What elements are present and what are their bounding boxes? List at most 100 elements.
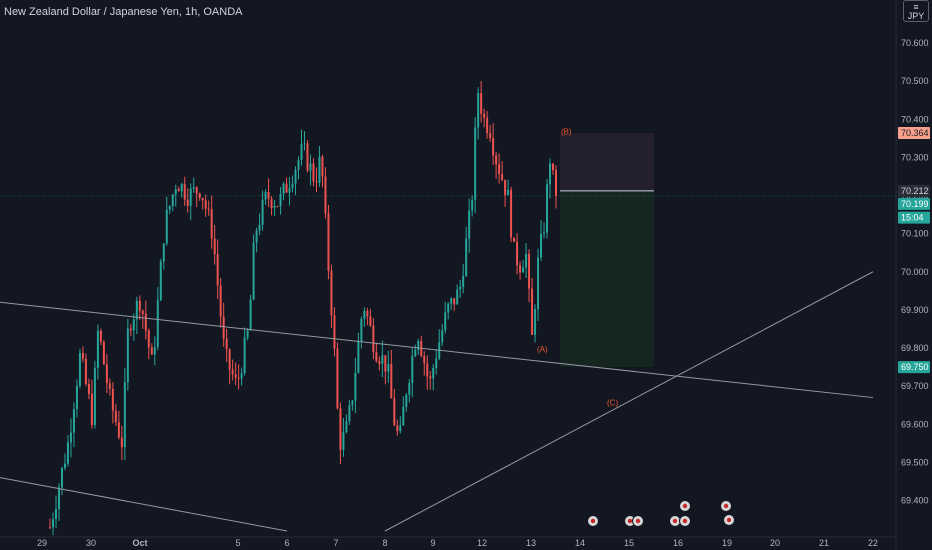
wave-label[interactable]: (A) <box>537 345 548 354</box>
stop-tag-label: 70.364 <box>901 128 929 138</box>
candle-body <box>102 341 105 365</box>
candle-body <box>114 410 117 423</box>
candle-body <box>312 163 315 182</box>
price-tick-label: 70.000 <box>901 267 929 277</box>
date-tick-label: 29 <box>37 538 47 548</box>
candle-body <box>270 198 273 208</box>
candle-body <box>165 209 168 244</box>
stop-loss-zone[interactable] <box>560 132 654 191</box>
take-profit-zone[interactable] <box>560 190 654 368</box>
candle-body <box>423 355 426 364</box>
candle-body <box>318 156 321 183</box>
currency-label: JPY <box>907 11 925 21</box>
candle-body <box>153 347 156 355</box>
candle-body <box>204 200 207 209</box>
candle-body <box>189 188 192 206</box>
date-tick-label: 30 <box>86 538 96 548</box>
candle-body <box>159 261 162 301</box>
candle-body <box>138 300 141 311</box>
candle-body <box>135 300 138 320</box>
candle-body <box>477 93 480 128</box>
wave-label[interactable]: (C) <box>607 398 618 407</box>
candle-body <box>396 425 399 432</box>
currency-badge[interactable]: ≡ JPY <box>903 0 929 22</box>
current-tag-label: 70.199 <box>901 199 929 209</box>
candle-body <box>309 163 312 171</box>
candle-body <box>126 328 129 383</box>
candle-body <box>63 463 66 469</box>
candle-body <box>513 237 516 242</box>
candle-body <box>408 382 411 395</box>
candle-body <box>327 213 330 271</box>
falling-trendline[interactable] <box>0 301 874 399</box>
candle-body <box>261 199 264 225</box>
candle-body <box>411 355 414 383</box>
date-tick-label: 21 <box>819 538 829 548</box>
wave-label[interactable]: (B) <box>561 128 572 137</box>
candle-body <box>399 425 402 432</box>
candle-body <box>156 300 159 348</box>
candle-body <box>90 393 93 425</box>
candle-body <box>243 337 246 374</box>
candle-body <box>291 183 294 189</box>
candle-body <box>129 328 132 331</box>
symbol-title: New Zealand Dollar / Japanese Yen, 1h, O… <box>4 6 243 18</box>
candle-body <box>417 340 420 351</box>
candle-body <box>543 232 546 234</box>
candle-body <box>294 169 297 184</box>
date-tick-label: 16 <box>673 538 683 548</box>
candle-body <box>213 238 216 255</box>
candle-body <box>117 422 120 438</box>
candle-body <box>222 316 225 339</box>
target-tag <box>898 361 930 374</box>
candle-body <box>348 405 351 422</box>
candle-body <box>345 421 348 433</box>
entry-tag <box>898 184 930 197</box>
lower-trendline[interactable] <box>0 477 288 532</box>
currency-menu-icon: ≡ <box>913 2 919 12</box>
candle-body <box>108 383 111 389</box>
date-tick-label: 8 <box>382 538 387 548</box>
rising-trendline[interactable] <box>384 271 874 532</box>
candle-body <box>120 437 123 448</box>
event-dot-icon <box>635 518 641 524</box>
candle-body <box>483 113 486 118</box>
candle-body <box>216 254 219 286</box>
candle-body <box>201 197 204 201</box>
candle-body <box>384 355 387 372</box>
price-tick-label: 69.600 <box>901 419 929 429</box>
candle-body <box>501 173 504 180</box>
date-tick-label: 22 <box>868 538 878 548</box>
candle-body <box>171 194 174 206</box>
candle-body <box>444 312 447 331</box>
candle-body <box>264 192 267 200</box>
target-tag-label: 69.750 <box>901 362 929 372</box>
candle-body <box>180 184 183 192</box>
candle-body <box>468 210 471 239</box>
event-dot-icon <box>590 518 596 524</box>
countdown-tag <box>898 211 930 224</box>
candle-body <box>96 330 99 368</box>
candle-body <box>447 303 450 313</box>
candle-body <box>300 144 303 160</box>
candle-body <box>339 408 342 450</box>
price-tick-label: 70.100 <box>901 229 929 239</box>
entry-tag-label: 70.212 <box>901 186 929 196</box>
candle-body <box>489 132 492 139</box>
price-tick-label: 70.600 <box>901 38 929 48</box>
candle-body <box>336 348 339 409</box>
economic-events[interactable] <box>587 500 735 527</box>
candle-body <box>435 358 438 368</box>
candle-body <box>288 188 291 193</box>
candle-body <box>315 181 318 183</box>
price-tick-label: 70.400 <box>901 114 929 124</box>
date-tick-label: 12 <box>477 538 487 548</box>
candle-body <box>351 400 354 406</box>
date-tick-label: 13 <box>526 538 536 548</box>
date-tick-label: 14 <box>575 538 585 548</box>
candle-body <box>69 432 72 443</box>
candle-body <box>366 310 369 317</box>
candles[interactable] <box>49 80 557 536</box>
countdown-tag-label: 15:04 <box>901 213 924 223</box>
